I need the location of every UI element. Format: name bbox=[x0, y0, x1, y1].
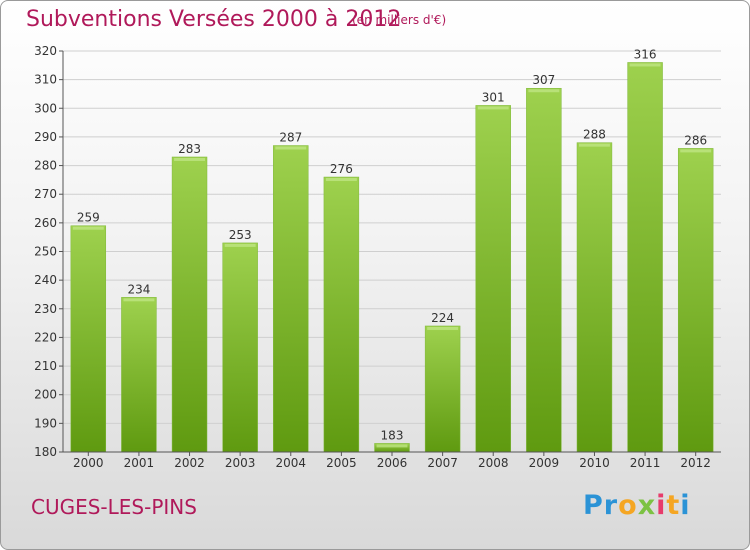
data-label: 288 bbox=[583, 128, 606, 142]
x-tick-label: 2004 bbox=[275, 456, 306, 470]
bar bbox=[121, 297, 157, 453]
y-tick-label: 270 bbox=[34, 187, 57, 201]
bar bbox=[627, 62, 663, 453]
y-tick-label: 210 bbox=[34, 359, 57, 373]
data-label: 234 bbox=[127, 282, 150, 296]
y-tick-label: 220 bbox=[34, 330, 57, 344]
logo-letter: o bbox=[618, 490, 638, 521]
commune-name: CUGES-LES-PINS bbox=[31, 495, 197, 519]
y-tick-label: 190 bbox=[34, 416, 57, 430]
bar-highlight bbox=[578, 143, 610, 147]
bar-highlight bbox=[275, 146, 307, 150]
bar bbox=[171, 156, 208, 453]
data-label: 183 bbox=[381, 428, 404, 442]
x-tick-label: 2006 bbox=[377, 456, 408, 470]
y-tick-label: 240 bbox=[34, 273, 57, 287]
data-label: 286 bbox=[684, 133, 707, 147]
x-tick-label: 2007 bbox=[427, 456, 458, 470]
x-tick-label: 2001 bbox=[124, 456, 155, 470]
bar bbox=[677, 148, 714, 453]
x-tick-label: 2010 bbox=[579, 456, 610, 470]
bar bbox=[70, 225, 107, 453]
logo-letter: x bbox=[637, 490, 657, 521]
x-tick-label: 2011 bbox=[630, 456, 661, 470]
data-label: 287 bbox=[279, 131, 302, 145]
logo-letter: i bbox=[680, 490, 691, 521]
bar bbox=[273, 145, 309, 453]
data-label: 276 bbox=[330, 162, 353, 176]
y-tick-label: 300 bbox=[34, 101, 57, 115]
y-tick-label: 280 bbox=[34, 159, 57, 173]
bar bbox=[424, 325, 461, 453]
y-tick-label: 320 bbox=[34, 44, 57, 58]
bar bbox=[323, 176, 360, 453]
bar-highlight bbox=[528, 89, 560, 93]
y-tick-label: 230 bbox=[34, 302, 57, 316]
x-tick-label: 2000 bbox=[73, 456, 104, 470]
bar-highlight bbox=[72, 226, 104, 230]
bar-highlight bbox=[123, 298, 155, 302]
data-label: 316 bbox=[634, 47, 657, 61]
x-tick-label: 2002 bbox=[174, 456, 205, 470]
data-label: 224 bbox=[431, 311, 454, 325]
data-label: 283 bbox=[178, 142, 201, 156]
bar-highlight bbox=[174, 157, 206, 161]
bar-highlight bbox=[224, 243, 256, 247]
data-label: 307 bbox=[532, 73, 555, 87]
x-tick-label: 2012 bbox=[680, 456, 711, 470]
data-label: 253 bbox=[229, 228, 252, 242]
logo-letter: r bbox=[603, 490, 619, 521]
x-tick-label: 2009 bbox=[529, 456, 560, 470]
logo-letter: i bbox=[656, 490, 667, 521]
x-tick-label: 2008 bbox=[478, 456, 509, 470]
proxiti-logo: Proxiti bbox=[583, 490, 691, 521]
data-label: 301 bbox=[482, 90, 505, 104]
bar bbox=[576, 142, 613, 453]
bar-highlight bbox=[325, 178, 357, 182]
bar-highlight bbox=[477, 106, 509, 110]
bar bbox=[222, 242, 258, 453]
y-tick-label: 180 bbox=[34, 445, 57, 459]
y-tick-label: 290 bbox=[34, 130, 57, 144]
y-tick-label: 200 bbox=[34, 388, 57, 402]
bar-highlight bbox=[680, 149, 712, 153]
chart-subtitle: (en milliers d'€) bbox=[352, 13, 447, 27]
bar-highlight bbox=[629, 63, 661, 67]
x-tick-label: 2003 bbox=[225, 456, 256, 470]
y-tick-label: 260 bbox=[34, 216, 57, 230]
bar bbox=[475, 105, 511, 453]
logo-letter: P bbox=[583, 490, 604, 521]
data-label: 259 bbox=[77, 211, 100, 225]
bar-highlight bbox=[376, 444, 408, 448]
y-tick-label: 310 bbox=[34, 73, 57, 87]
x-tick-label: 2005 bbox=[326, 456, 357, 470]
logo-letter: t bbox=[666, 490, 681, 521]
bar-highlight bbox=[427, 326, 459, 330]
bar bbox=[526, 87, 562, 453]
y-tick-label: 250 bbox=[34, 245, 57, 259]
chart-title: Subventions Versées 2000 à 2012 bbox=[26, 7, 402, 32]
